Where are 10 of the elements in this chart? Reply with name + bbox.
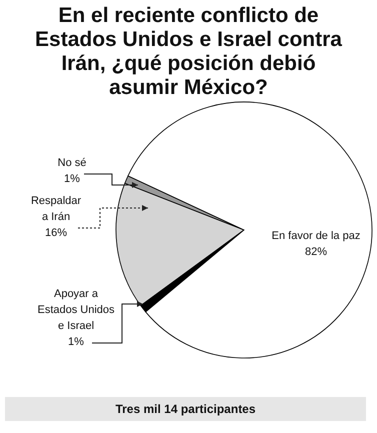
slice-label: Respaldar a Irán xyxy=(30,195,82,223)
slice-label: Apoyar a Estados Unidos e Israel xyxy=(37,288,116,332)
data-label: 1% xyxy=(68,336,84,348)
data-label: 16% xyxy=(44,227,68,239)
text: Tres mil 14 participantes xyxy=(5,397,366,421)
slice-label: No sé xyxy=(58,157,86,169)
data-label: 1% xyxy=(64,173,80,185)
chart-title: En el reciente conflicto de Estados Unidos e Israel contra Irán, ¿qué posición debió asumir México? xyxy=(35,4,342,100)
data-label: 82% xyxy=(304,246,328,258)
slice-label: En favor de la paz xyxy=(272,230,360,242)
